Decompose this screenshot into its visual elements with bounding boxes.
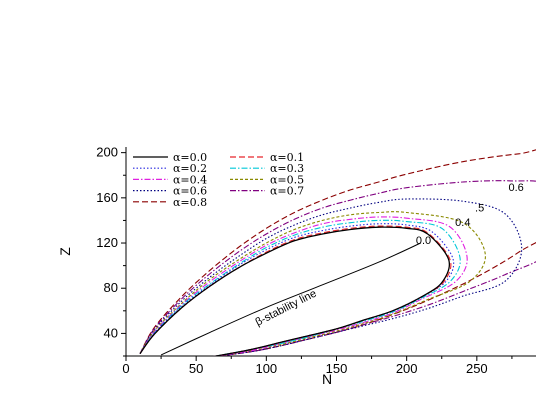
series-line (139, 225, 452, 356)
series-layer (139, 149, 536, 356)
x-tick-label: 0 (122, 361, 129, 376)
legend-label: α=0.3 (270, 162, 304, 175)
series-line (139, 223, 455, 356)
legend-label: α=0.1 (270, 151, 304, 164)
x-axis-title: N (322, 371, 332, 387)
ticks-layer: 0501001502002503004080120160200 (96, 145, 513, 376)
legend: α=0.0 α=0.1 α=0.2 α=0.3 α=0.4 α=0.5 α=0.6 α=0.7… (133, 151, 304, 209)
y-tick-label: 200 (96, 145, 118, 160)
legend-label: α=0.2 (173, 162, 207, 175)
legend-label: α=0.4 (173, 173, 207, 186)
y-tick-label: 80 (104, 280, 118, 295)
annotations: β-stability line 0.6 .5 0.4 0.0 (254, 182, 524, 329)
y-tick-label: 40 (104, 325, 118, 340)
series-line (139, 219, 461, 356)
series-line (139, 180, 536, 356)
alpha-annotation: 0.6 (508, 182, 523, 194)
series-line (139, 198, 523, 356)
y-tick-label: 120 (96, 235, 118, 250)
legend-label: α=0.7 (270, 185, 304, 198)
x-tick-label: 50 (189, 361, 203, 376)
series-line (139, 226, 450, 356)
beta-stability-label: β-stability line (254, 288, 319, 329)
x-tick-label: 250 (466, 361, 488, 376)
legend-label: α=0.8 (173, 196, 207, 209)
legend-label: α=0.5 (270, 173, 304, 186)
x-tick-label: 200 (396, 361, 418, 376)
x-tick-label: 150 (326, 361, 348, 376)
axes (125, 147, 536, 357)
beta-stability-line (160, 242, 421, 356)
legend-label: α=0.0 (173, 151, 207, 164)
series-line (139, 216, 468, 356)
alpha-annotation: .5 (475, 202, 484, 214)
alpha-annotation: 0.4 (455, 217, 470, 229)
alpha-annotation: 0.0 (416, 235, 431, 247)
legend-label: α=0.6 (173, 185, 207, 198)
y-axis-title: Z (57, 247, 73, 256)
series-line (139, 211, 486, 356)
y-tick-label: 160 (96, 190, 118, 205)
x-tick-label: 100 (255, 361, 277, 376)
